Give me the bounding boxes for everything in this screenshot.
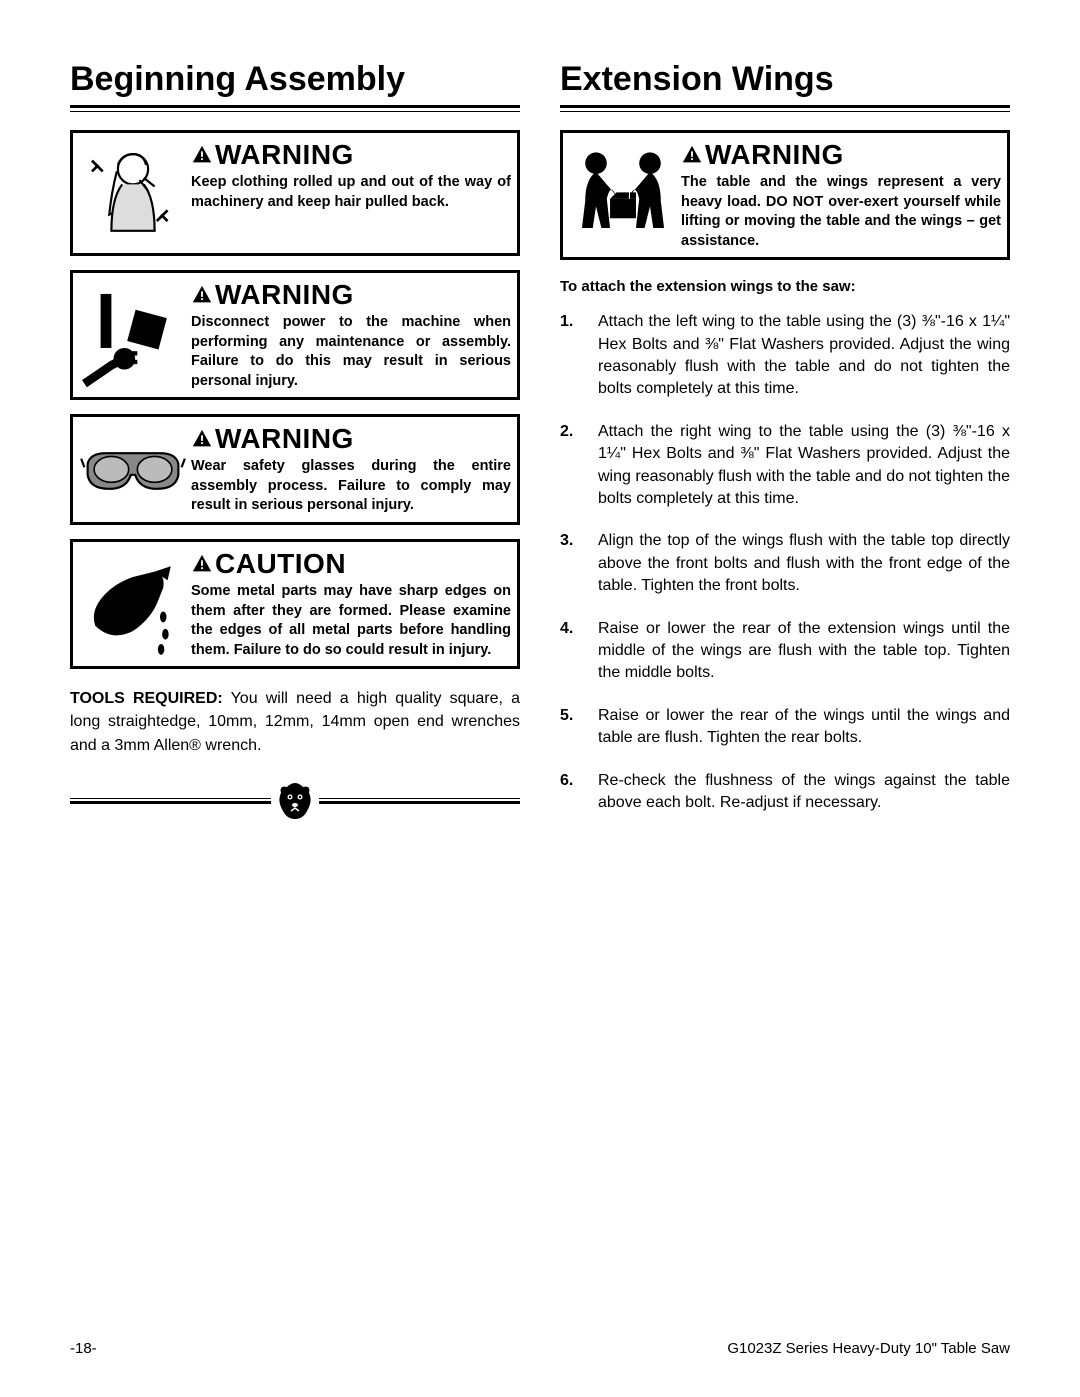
warning-box-power: WARNING Disconnect power to the machine …: [70, 270, 520, 400]
bear-logo-icon: [277, 781, 313, 821]
step-item: Raise or lower the rear of the extension…: [560, 618, 1010, 685]
tools-required: TOOLS REQUIRED: You will need a high qua…: [70, 687, 520, 757]
step-item: Re-check the flushness of the wings agai…: [560, 770, 1010, 815]
warning-text: Keep clothing rolled up and out of the w…: [191, 173, 511, 212]
page-number: -18-: [70, 1340, 97, 1357]
caution-text: Some metal parts may have sharp edges on…: [191, 582, 511, 660]
safety-glasses-icon: [79, 423, 187, 516]
steps-list: Attach the left wing to the table using …: [560, 311, 1010, 814]
logo-divider: [70, 781, 520, 821]
warning-text: The table and the wings represent a very…: [681, 173, 1001, 251]
warning-box-lifting: WARNING The table and the wings represen…: [560, 130, 1010, 260]
divider: [70, 105, 520, 112]
right-column: Extension Wings WARNING The table and th…: [560, 60, 1010, 834]
warning-box-glasses: WARNING Wear safety glasses during the e…: [70, 414, 520, 525]
instructions-heading: To attach the extension wings to the saw…: [560, 278, 1010, 295]
hair-clothing-icon: [79, 139, 187, 247]
disconnect-power-icon: [79, 279, 187, 391]
warning-label: WARNING: [215, 279, 354, 311]
warning-label: WARNING: [215, 423, 354, 455]
step-item: Raise or lower the rear of the wings unt…: [560, 705, 1010, 750]
divider: [560, 105, 1010, 112]
warning-label: WARNING: [215, 139, 354, 171]
page-footer: -18- G1023Z Series Heavy-Duty 10" Table …: [70, 1340, 1010, 1357]
section-title: Beginning Assembly: [70, 60, 520, 99]
doc-title: G1023Z Series Heavy-Duty 10" Table Saw: [727, 1340, 1010, 1357]
caution-label: CAUTION: [215, 548, 346, 580]
caution-box-edges: CAUTION Some metal parts may have sharp …: [70, 539, 520, 669]
warning-text: Wear safety glasses during the entire as…: [191, 457, 511, 516]
step-item: Attach the right wing to the table using…: [560, 421, 1010, 511]
team-lift-icon: [569, 139, 677, 251]
sharp-edge-icon: [79, 548, 187, 660]
section-title: Extension Wings: [560, 60, 1010, 99]
step-item: Attach the left wing to the table using …: [560, 311, 1010, 401]
warning-label: WARNING: [705, 139, 844, 171]
warning-box-clothing: WARNING Keep clothing rolled up and out …: [70, 130, 520, 256]
warning-text: Disconnect power to the machine when per…: [191, 313, 511, 391]
left-column: Beginning Assembly WARNING Keep clothing…: [70, 60, 520, 834]
step-item: Align the top of the wings flush with th…: [560, 530, 1010, 597]
